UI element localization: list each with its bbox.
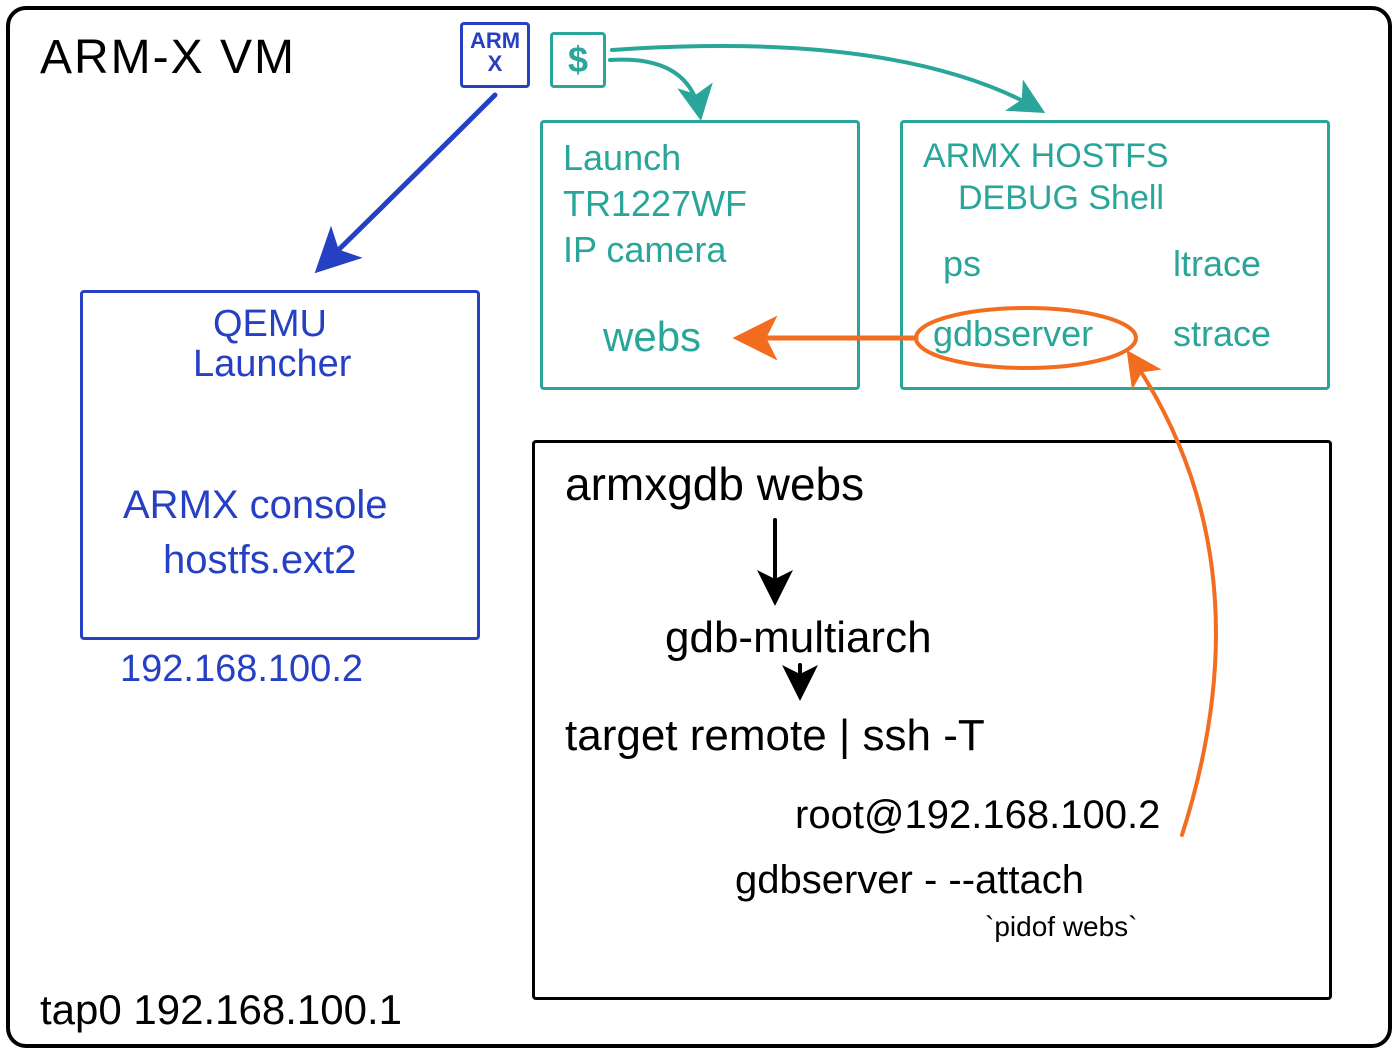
hostfs-title2: DEBUG Shell — [958, 179, 1164, 218]
armx-icon: ARM X — [460, 22, 530, 88]
qemu-launcher-box: QEMU Launcher ARMX console hostfs.ext2 — [80, 290, 480, 640]
armxgdb-l2: gdb-multiarch — [665, 613, 932, 663]
qemu-title2: Launcher — [193, 343, 351, 386]
launch-l2: TR1227WF — [563, 183, 747, 225]
dollar-glyph: $ — [568, 39, 588, 80]
launch-webs: webs — [603, 313, 701, 361]
armx-icon-line1: ARM — [463, 29, 527, 52]
dollar-icon: $ — [550, 32, 606, 88]
armxgdb-l3: target remote | ssh -T — [565, 711, 985, 761]
hostfs-ltrace: ltrace — [1173, 243, 1261, 285]
qemu-line-a: ARMX console — [123, 483, 388, 528]
launch-l3: IP camera — [563, 229, 726, 271]
tap0-label: tap0 192.168.100.1 — [40, 986, 402, 1034]
hostfs-ps: ps — [943, 243, 981, 285]
armxgdb-l4: root@192.168.100.2 — [795, 793, 1160, 838]
arrow-dollar-to-hostfs — [612, 46, 1040, 110]
armxgdb-l5: gdbserver - --attach — [735, 858, 1084, 903]
qemu-title1: QEMU — [213, 303, 327, 346]
hostfs-title1: ARMX HOSTFS — [923, 137, 1169, 176]
armxgdb-box: armxgdb webs gdb-multiarch target remote… — [532, 440, 1332, 1000]
armxgdb-l6: `pidof webs` — [985, 911, 1138, 943]
launch-box: Launch TR1227WF IP camera webs — [540, 120, 860, 390]
armxgdb-l1: armxgdb webs — [565, 457, 864, 511]
arrow-dollar-to-launch — [610, 60, 700, 115]
qemu-line-b: hostfs.ext2 — [163, 538, 356, 583]
arrow-armx-to-qemu — [320, 95, 495, 268]
armx-icon-line2: X — [463, 52, 527, 75]
hostfs-strace: strace — [1173, 313, 1271, 355]
hostfs-box: ARMX HOSTFS DEBUG Shell ps ltrace gdbser… — [900, 120, 1330, 390]
title: ARM-X VM — [40, 30, 296, 85]
hostfs-gdbserver: gdbserver — [933, 313, 1093, 355]
launch-l1: Launch — [563, 137, 681, 179]
qemu-ip: 192.168.100.2 — [120, 648, 363, 691]
